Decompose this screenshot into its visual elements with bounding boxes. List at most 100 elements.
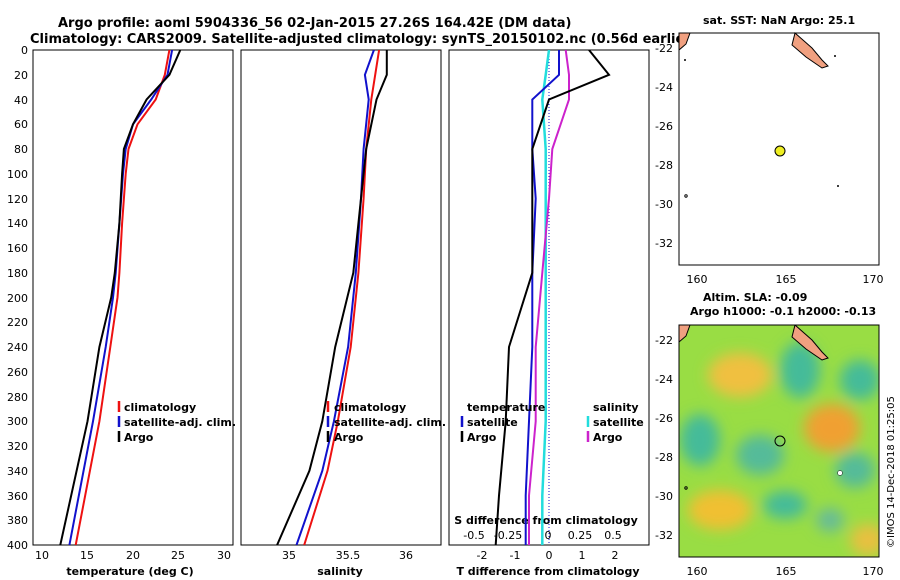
sla-low [780,342,820,398]
sla-lat-tick: -28 [655,451,673,464]
small-island [684,486,688,490]
salinity-tick: 35.5 [336,549,361,562]
sla-low [840,360,879,400]
temperature-tick: 15 [80,549,94,562]
temperature-satellite-line [68,50,174,545]
depth-tick: 240 [7,341,28,354]
temperature-diff-argo-line [494,50,611,545]
sla-lat-tick: -22 [655,334,673,347]
sla-lat-tick: -24 [655,373,673,386]
sst-lat-tick: -24 [655,81,673,94]
temperature-tick: 20 [126,549,140,562]
depth-tick: 200 [7,292,28,305]
s-diff-label: S difference from climatology [454,514,638,527]
legend-t-argo: Argo [467,431,497,444]
new-caledonia-island [791,32,829,69]
temperature-argo-line [59,50,182,545]
sla-low [763,491,807,519]
argo-float-marker [774,435,786,447]
sla-low [680,414,720,466]
depth-tick: 20 [14,69,28,82]
salinity-satellite-line [295,50,375,545]
depth-tick: 100 [7,168,28,181]
depth-tick: 160 [7,242,28,255]
imos-credit: ©IMOS 14-Dec-2018 01:25:05 [886,396,897,548]
salinity-x-axis: 35 35.5 36 salinity [282,549,413,578]
t-diff-tick: 2 [612,549,619,562]
sla-low [736,435,784,475]
sst-map-title: sat. SST: NaN Argo: 25.1 [703,14,855,27]
depth-tick: 360 [7,490,28,503]
sst-lat-tick: -22 [655,42,673,55]
depth-tick: 40 [14,94,28,107]
sla-anomalies [680,342,879,556]
new-caledonia-island [791,325,829,361]
salinity-diff-satellite-line [541,50,551,545]
sst-map [678,32,880,266]
depth-tick: 280 [7,391,28,404]
t-diff-tick: -2 [477,549,488,562]
depth-tick: 320 [7,440,28,453]
legend-satellite: satellite-adj. clim. [124,416,236,429]
sla-high [804,404,860,452]
temperature-x-label: temperature (deg C) [66,565,193,578]
depth-tick: 220 [7,316,28,329]
sla-high [688,490,752,530]
temperature-tick: 10 [35,549,49,562]
sla-lat-tick: -32 [655,529,673,542]
sst-lat-tick: -28 [655,159,673,172]
legend-t-satellite: satellite [467,416,518,429]
sst-lat-tick: -30 [655,198,673,211]
depth-tick: 340 [7,465,28,478]
coast-fragment [678,32,691,52]
depth-tick: 60 [14,118,28,131]
depth-tick: 400 [7,539,28,552]
sla-map-title-1: Altim. SLA: -0.09 [703,291,807,304]
small-island [684,59,686,61]
small-island [837,470,843,476]
salinity-diff-argo-line [528,50,570,545]
sst-lat-tick: -26 [655,120,673,133]
legend-climatology: climatology [334,401,406,414]
sst-lon-tick: 170 [863,273,884,286]
difference-legend: temperature satellite Argo salinity sate… [460,401,644,444]
legend-climatology: climatology [124,401,196,414]
s-diff-tick: 0.25 [568,529,593,542]
small-island [684,194,688,198]
t-diff-tick: -1 [510,549,521,562]
sst-lon-tick: 160 [687,273,708,286]
depth-tick: 380 [7,514,28,527]
difference-x-axis: -2 -1 0 1 2 T difference from climatolog… [454,514,639,578]
t-diff-tick: 0 [546,549,553,562]
depth-tick: 120 [7,193,28,206]
depth-tick: 180 [7,267,28,280]
temperature-tick: 25 [171,549,185,562]
legend-argo: Argo [334,431,364,444]
title-line-2: Climatology: CARS2009. Satellite-adjuste… [30,32,697,47]
sla-field [679,325,879,557]
sla-low [816,508,844,532]
small-island [834,55,836,57]
sst-lon-tick: 165 [776,273,797,286]
sla-map [678,324,880,558]
s-diff-tick: 0 [545,529,552,542]
sla-lon-tick: 165 [776,565,797,578]
argo-float-marker [774,145,786,157]
salinity-tick: 35 [282,549,296,562]
legend-temperature-heading: temperature [467,401,545,414]
sla-lat-tick: -26 [655,412,673,425]
temperature-climatology-line [74,50,171,545]
difference-plot-area [494,50,611,545]
sla-lon-tick: 160 [687,565,708,578]
depth-tick: 80 [14,143,28,156]
salinity-plot-area [276,50,388,545]
title-line-1: Argo profile: aoml 5904336_56 02-Jan-201… [58,16,571,31]
temperature-x-axis: 10 15 20 25 30 temperature (deg C) [35,549,231,578]
sla-high [708,353,772,397]
s-diff-tick: -0.5 [463,529,484,542]
legend-s-argo: Argo [593,431,623,444]
depth-tick: 0 [21,44,28,57]
legend-argo: Argo [124,431,154,444]
t-diff-tick: 1 [579,549,586,562]
